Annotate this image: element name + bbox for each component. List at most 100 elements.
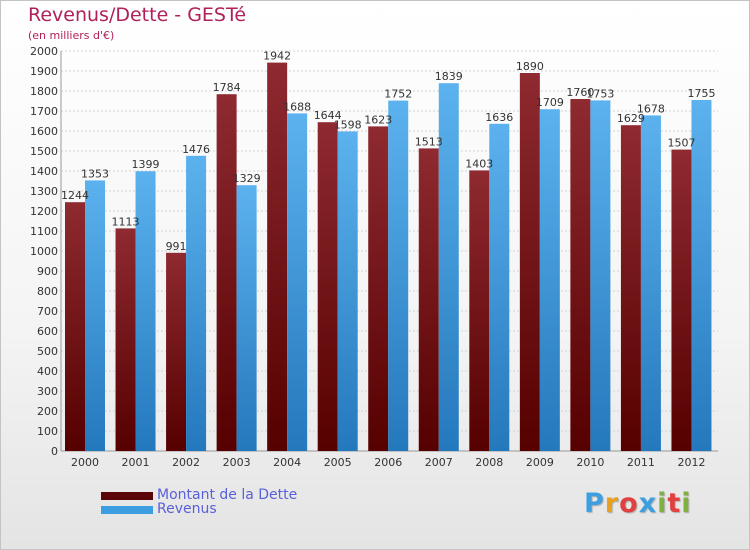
data-label-dette: 1403 [465, 157, 493, 170]
data-label-dette: 1113 [112, 215, 140, 228]
x-tick-label: 2004 [273, 456, 301, 469]
bar-dette [267, 62, 288, 451]
data-label-dette: 1629 [617, 112, 645, 125]
chart-title: Revenus/Dette - GESTé [28, 4, 247, 26]
y-tick-label: 100 [37, 425, 58, 438]
bar-revenus [590, 100, 611, 452]
y-tick-label: 1100 [30, 225, 58, 238]
x-tick-label: 2005 [324, 456, 352, 469]
x-tick-label: 2011 [627, 456, 655, 469]
y-tick-label: 1600 [30, 125, 58, 138]
bar-dette [317, 122, 338, 451]
data-label-revenus: 1476 [182, 143, 210, 156]
y-tick-label: 1500 [30, 145, 58, 158]
data-label-revenus: 1636 [485, 111, 513, 124]
bar-revenus [287, 113, 308, 452]
x-tick-label: 2007 [425, 456, 453, 469]
y-tick-label: 600 [37, 325, 58, 338]
y-tick-label: 1000 [30, 245, 58, 258]
brand-letter: r [604, 488, 620, 519]
data-label-revenus: 1755 [687, 87, 715, 100]
data-label-revenus: 1752 [384, 88, 412, 101]
bar-revenus [186, 155, 207, 452]
data-labels: 1244135311131399991147617841329194216881… [61, 50, 715, 253]
x-tick-label: 2012 [677, 456, 705, 469]
y-tick-label: 800 [37, 285, 58, 298]
bar-revenus [85, 180, 105, 451]
data-label-dette: 1784 [213, 81, 241, 94]
bar-revenus [640, 115, 661, 452]
bar-revenus [135, 171, 156, 451]
y-tick-label: 1700 [30, 105, 58, 118]
y-tick-label: 1300 [30, 185, 58, 198]
x-tick-label: 2001 [122, 456, 150, 469]
bar-revenus [489, 123, 510, 452]
x-tick-label: 2000 [71, 456, 99, 469]
chart-subtitle: (en milliers d'€) [28, 29, 115, 42]
brand-logo: Proxiti [584, 488, 692, 519]
y-tick-label: 1900 [30, 65, 58, 78]
brand-letter: P [584, 488, 605, 519]
bar-dette [166, 252, 187, 451]
data-label-revenus: 1839 [435, 70, 463, 83]
x-axis-ticks: 2000 2001 2002 2003 2004 2005 2006 2007 2008 2009… [71, 456, 705, 469]
brand-letter: i [681, 488, 692, 519]
data-label-revenus: 1709 [536, 96, 564, 109]
y-tick-label: 1800 [30, 85, 58, 98]
x-tick-label: 2003 [223, 456, 251, 469]
y-tick-label: 2000 [30, 45, 58, 58]
bar-revenus [236, 185, 257, 451]
bar-chart: 0 100 200 300 400 500 600 700 800 900 1000 1100 1200… [30, 45, 718, 469]
bar-revenus [539, 109, 560, 451]
bar-dette [519, 73, 540, 451]
bar-dette [115, 228, 136, 451]
bar-revenus [337, 131, 358, 451]
bars [65, 62, 712, 452]
data-label-dette: 1760 [566, 86, 594, 99]
y-tick-label: 700 [37, 305, 58, 318]
bar-revenus [691, 100, 712, 451]
bar-dette [469, 170, 490, 451]
bar-dette [620, 125, 641, 451]
bar-dette [418, 148, 439, 451]
data-label-revenus: 1353 [81, 167, 109, 180]
brand-letter: i [657, 488, 668, 519]
y-axis-ticks: 0 100 200 300 400 500 600 700 800 900 1000 1100 1200… [30, 45, 58, 458]
data-label-revenus: 1329 [233, 172, 261, 185]
bar-dette [368, 126, 389, 452]
data-label-revenus: 1598 [334, 118, 362, 131]
data-label-dette: 1623 [364, 113, 392, 126]
y-tick-label: 500 [37, 345, 58, 358]
data-label-dette: 991 [166, 240, 187, 253]
brand-letter: o [619, 488, 639, 519]
data-label-dette: 1244 [61, 189, 89, 202]
y-tick-label: 1400 [30, 165, 58, 178]
data-label-revenus: 1678 [637, 102, 665, 115]
bar-dette [216, 94, 237, 451]
y-tick-label: 1200 [30, 205, 58, 218]
data-label-dette: 1942 [263, 50, 291, 63]
bar-revenus [438, 83, 459, 451]
legend-swatch-dette [101, 492, 153, 500]
brand-letter: t [667, 488, 682, 519]
legend-label-dette: Montant de la Dette [157, 487, 298, 503]
bar-dette [570, 99, 591, 451]
y-tick-label: 200 [37, 405, 58, 418]
data-label-revenus: 1399 [132, 158, 160, 171]
bar-dette [671, 149, 692, 451]
x-tick-label: 2009 [526, 456, 554, 469]
legend-swatch-revenus [101, 506, 153, 514]
brand-letter: x [638, 488, 658, 519]
y-tick-label: 0 [51, 445, 58, 458]
x-tick-label: 2010 [576, 456, 604, 469]
data-label-revenus: 1688 [283, 100, 311, 113]
y-tick-label: 400 [37, 365, 58, 378]
bar-dette [65, 202, 85, 451]
data-label-dette: 1513 [415, 135, 443, 148]
y-tick-label: 300 [37, 385, 58, 398]
data-label-revenus: 1753 [586, 87, 614, 100]
x-tick-label: 2006 [374, 456, 402, 469]
data-label-dette: 1644 [314, 109, 342, 122]
data-label-dette: 1507 [667, 137, 695, 150]
